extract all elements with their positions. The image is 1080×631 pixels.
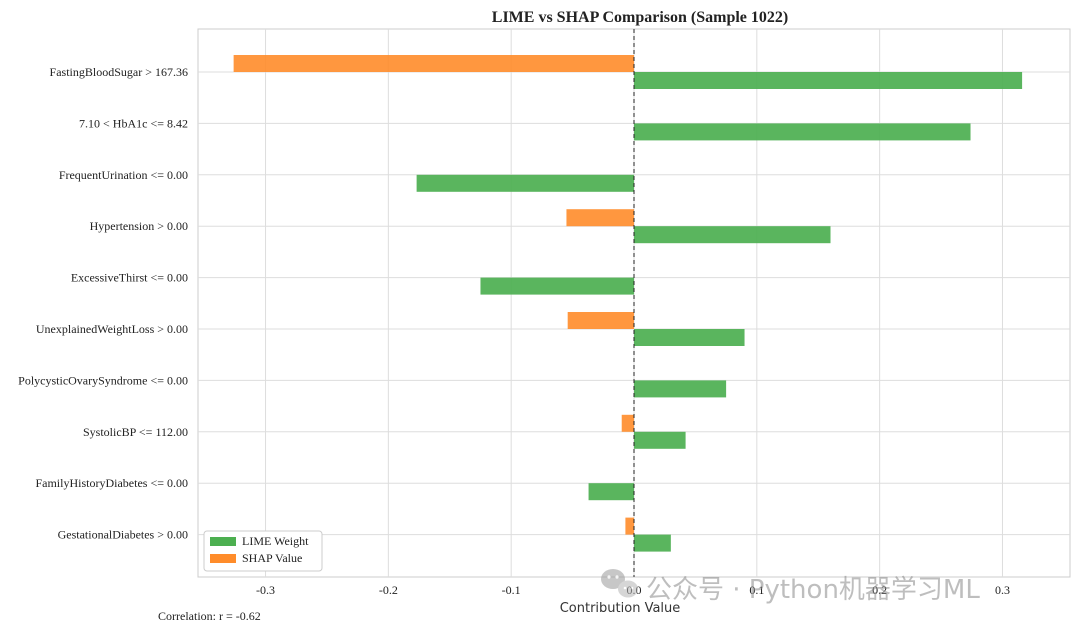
y-tick-label: UnexplainedWeightLoss > 0.00: [36, 322, 188, 336]
shap-bar: [621, 414, 634, 432]
legend-swatch: [210, 537, 236, 546]
lime-bar: [634, 329, 745, 346]
y-tick-label: 7.10 < HbA1c <= 8.42: [79, 116, 188, 130]
watermark-text: 公众号 · Python机器学习ML: [646, 575, 980, 605]
legend-label: SHAP Value: [242, 551, 302, 565]
y-tick-label: GestationalDiabetes > 0.00: [58, 528, 188, 542]
shap-bar: [625, 517, 634, 535]
plot-area: FastingBloodSugar > 167.36 7.10 < HbA1c <…: [18, 28, 1071, 597]
y-tick-label: FrequentUrination <= 0.00: [59, 168, 188, 182]
correlation-annotation: Correlation: r = -0.62: [158, 609, 261, 623]
legend-swatch: [210, 554, 236, 563]
lime-bar: [634, 431, 686, 449]
wechat-icon: [601, 569, 638, 598]
x-tick-label: 0.3: [995, 583, 1010, 597]
y-tick-label: SystolicBP <= 112.00: [83, 425, 188, 439]
y-tick-label: ExcessiveThirst <= 0.00: [71, 271, 188, 285]
shap-bar: [566, 209, 634, 227]
watermark: 公众号 · Python机器学习ML: [601, 569, 980, 605]
shap-bar: [567, 312, 634, 329]
lime-bar: [634, 226, 831, 244]
y-tick-label: FastingBloodSugar > 167.36: [50, 65, 188, 79]
lime-bar: [416, 174, 634, 192]
y-tick-label: FamilyHistoryDiabetes <= 0.00: [35, 476, 188, 490]
x-axis-label: Contribution Value: [560, 601, 681, 616]
shap-bar: [233, 55, 635, 72]
lime-bar: [634, 534, 671, 552]
x-tick-label: 0.1: [749, 583, 764, 597]
legend-label: LIME Weight: [242, 534, 309, 548]
lime-bar: [480, 277, 634, 295]
x-tick-label: -0.2: [379, 583, 398, 597]
lime-bar: [634, 72, 1023, 89]
y-tick-label: PolycysticOvarySyndrome <= 0.00: [18, 373, 188, 387]
x-tick-label: -0.1: [502, 583, 521, 597]
x-tick-label: -0.3: [256, 583, 275, 597]
x-tick-label: 0.2: [872, 583, 887, 597]
chart-title: LIME vs SHAP Comparison (Sample 1022): [492, 9, 788, 26]
y-tick-label: Hypertension > 0.00: [90, 219, 188, 233]
lime-bar: [634, 380, 727, 398]
lime-bar: [588, 483, 634, 501]
lime-bar: [634, 123, 971, 141]
